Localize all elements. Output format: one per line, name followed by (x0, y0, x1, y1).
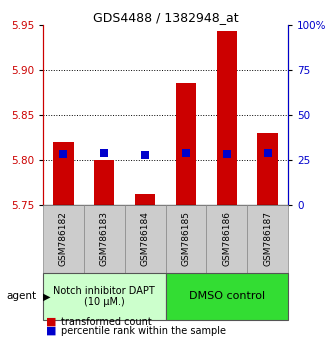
Bar (53, 142, 73, 205)
Point (61, 151, 66, 157)
Point (265, 150, 270, 156)
Text: GSM786183: GSM786183 (100, 211, 109, 267)
Text: ■: ■ (46, 326, 57, 336)
Bar (216, 31, 237, 205)
Bar (135, 194, 155, 205)
Point (224, 151, 229, 157)
Point (142, 152, 148, 158)
Point (102, 150, 107, 156)
Text: GSM786185: GSM786185 (181, 211, 190, 267)
Text: ▶: ▶ (43, 291, 51, 302)
Point (183, 150, 189, 156)
Text: agent: agent (6, 291, 36, 302)
Bar (257, 133, 278, 205)
Bar (176, 84, 196, 205)
Text: percentile rank within the sample: percentile rank within the sample (61, 326, 226, 336)
Text: GSM786184: GSM786184 (141, 211, 150, 267)
Text: GSM786186: GSM786186 (222, 211, 231, 267)
Text: GSM786182: GSM786182 (59, 211, 68, 267)
Text: DMSO control: DMSO control (189, 291, 265, 302)
Bar (94, 160, 115, 205)
Text: Notch inhibitor DAPT
(10 μM.): Notch inhibitor DAPT (10 μM.) (53, 286, 155, 307)
Text: GSM786187: GSM786187 (263, 211, 272, 267)
Title: GDS4488 / 1382948_at: GDS4488 / 1382948_at (93, 11, 238, 24)
Text: ■: ■ (46, 317, 57, 327)
Text: transformed count: transformed count (61, 317, 152, 327)
